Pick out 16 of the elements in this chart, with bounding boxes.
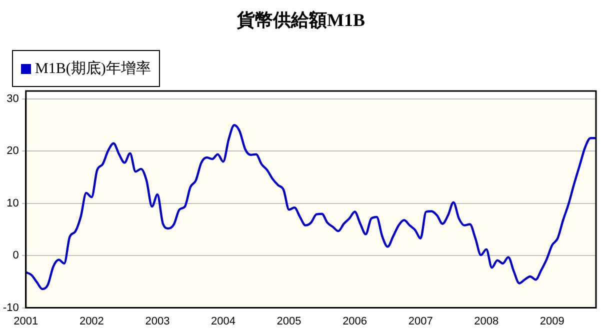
y-tick-label: 20 bbox=[6, 145, 19, 158]
x-tick-label: 2007 bbox=[408, 315, 433, 328]
y-tick-label: 0 bbox=[12, 250, 19, 262]
x-tick-label: 2001 bbox=[14, 315, 38, 328]
legend-label: M1B(期底)年增率 bbox=[35, 59, 151, 78]
x-tick-label: 2005 bbox=[276, 315, 302, 328]
y-tick-label: 30 bbox=[6, 93, 19, 106]
x-tick-label: 2004 bbox=[211, 315, 236, 328]
x-tick-label: 2006 bbox=[342, 315, 368, 328]
y-tick-label: -10 bbox=[2, 302, 19, 314]
y-tick-label: 10 bbox=[6, 197, 19, 210]
x-tick-label: 2008 bbox=[474, 315, 499, 328]
chart-title: 貨幣供給額M1B bbox=[236, 9, 366, 32]
x-tick-label: 2002 bbox=[79, 315, 104, 328]
x-tick-label: 2003 bbox=[145, 315, 170, 328]
x-tick-label: 2009 bbox=[540, 315, 564, 328]
